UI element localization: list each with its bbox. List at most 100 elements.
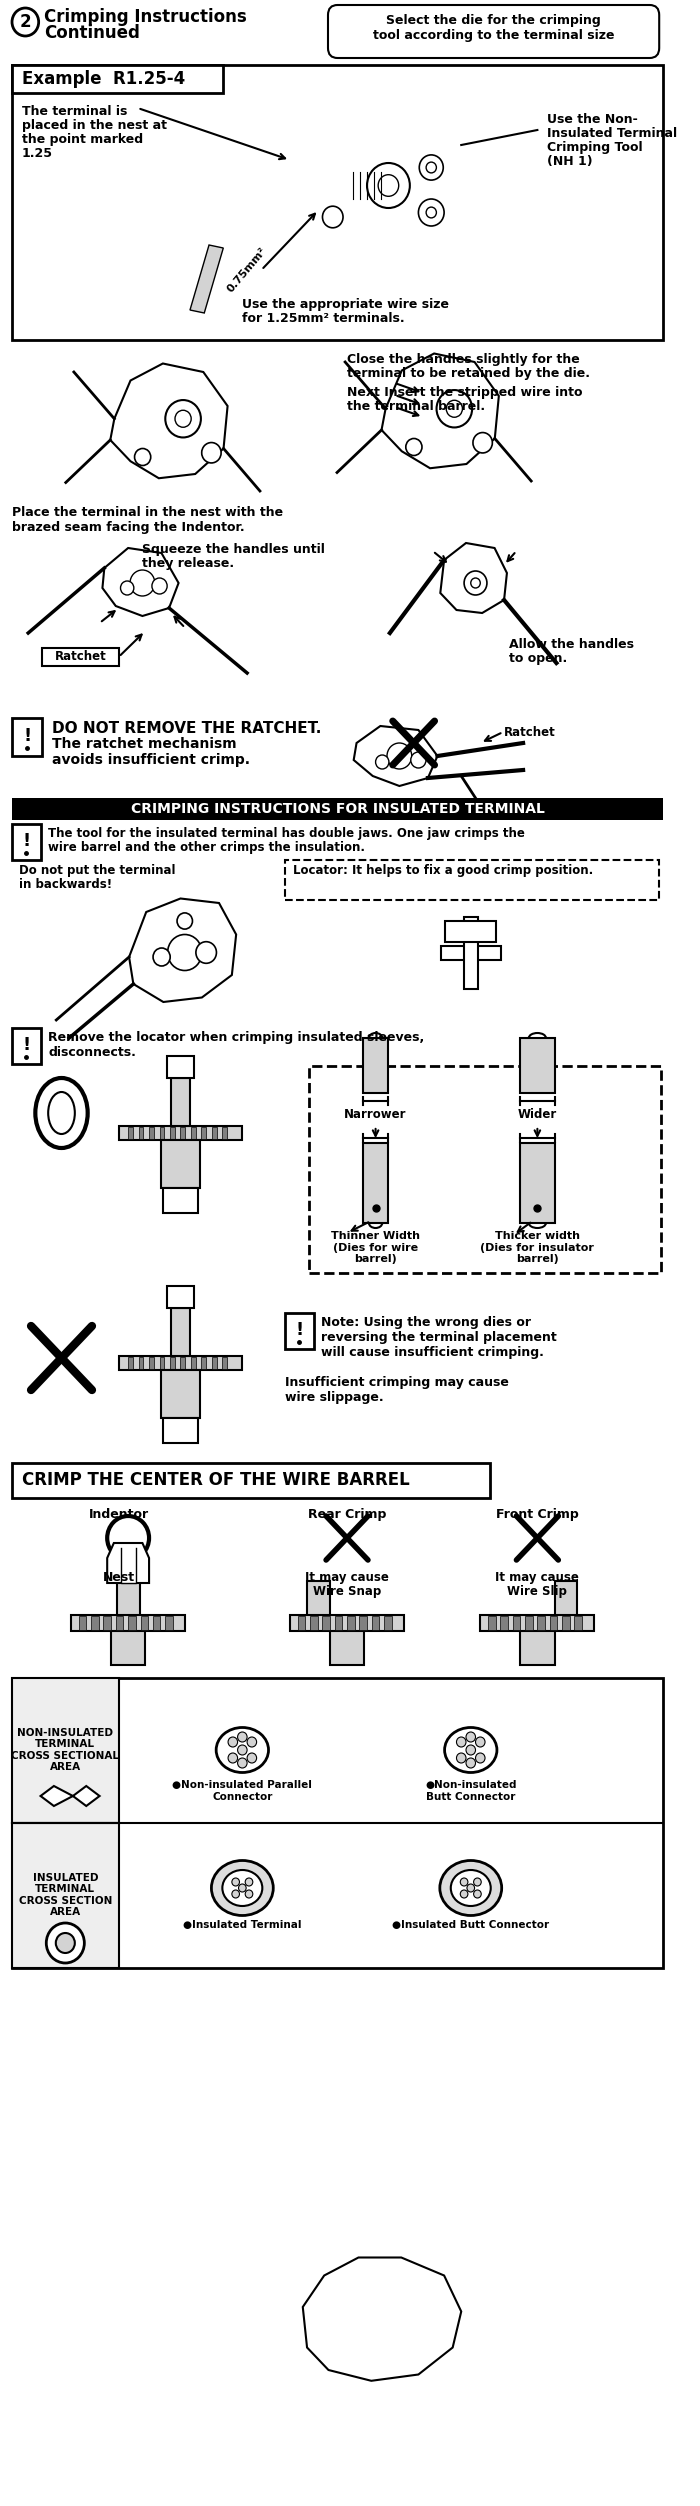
Bar bbox=[363, 1037, 388, 1093]
Text: Front Crimp: Front Crimp bbox=[496, 1509, 579, 1521]
Bar bbox=[170, 1128, 175, 1140]
Circle shape bbox=[456, 1737, 466, 1747]
Bar bbox=[118, 1125, 242, 1140]
Bar bbox=[212, 1358, 216, 1368]
Circle shape bbox=[196, 942, 216, 962]
Text: Rear Crimp: Rear Crimp bbox=[308, 1509, 386, 1521]
Circle shape bbox=[475, 1737, 485, 1747]
Text: Continued: Continued bbox=[44, 25, 140, 43]
Text: for 1.25mm² terminals.: for 1.25mm² terminals. bbox=[242, 313, 405, 326]
Polygon shape bbox=[354, 727, 438, 787]
Bar bbox=[307, 1581, 330, 1621]
Bar bbox=[363, 1143, 388, 1223]
Polygon shape bbox=[129, 900, 236, 1002]
Bar bbox=[165, 1616, 173, 1629]
Bar bbox=[384, 1616, 392, 1629]
Bar bbox=[290, 1614, 404, 1631]
Bar bbox=[104, 1616, 111, 1629]
Circle shape bbox=[446, 401, 463, 419]
Circle shape bbox=[464, 571, 487, 594]
Circle shape bbox=[466, 1732, 475, 1742]
Polygon shape bbox=[111, 363, 228, 479]
Text: Locator: It helps to fix a good crimp position.: Locator: It helps to fix a good crimp po… bbox=[293, 865, 593, 877]
Polygon shape bbox=[107, 1544, 149, 1584]
Circle shape bbox=[232, 1877, 239, 1887]
Circle shape bbox=[228, 1737, 237, 1747]
Bar bbox=[191, 1358, 196, 1368]
Bar bbox=[163, 1188, 197, 1213]
Circle shape bbox=[323, 205, 343, 228]
Bar bbox=[162, 1140, 200, 1188]
Bar bbox=[538, 1616, 545, 1629]
Circle shape bbox=[466, 1744, 475, 1754]
FancyBboxPatch shape bbox=[328, 5, 659, 58]
Bar bbox=[139, 1128, 143, 1140]
Text: Thicker width
(Dies for insulator
barrel): Thicker width (Dies for insulator barrel… bbox=[480, 1230, 594, 1263]
Circle shape bbox=[165, 401, 201, 439]
Bar bbox=[372, 1616, 379, 1629]
Bar bbox=[12, 1679, 663, 1967]
Bar bbox=[212, 1128, 216, 1140]
Circle shape bbox=[247, 1754, 257, 1764]
Bar bbox=[525, 1616, 533, 1629]
Bar bbox=[163, 1418, 197, 1443]
Text: CRIMP THE CENTER OF THE WIRE BARREL: CRIMP THE CENTER OF THE WIRE BARREL bbox=[22, 1471, 409, 1489]
Bar bbox=[359, 1616, 367, 1629]
Circle shape bbox=[467, 1885, 475, 1892]
Bar bbox=[520, 1037, 554, 1093]
Text: The ratchet mechanism: The ratchet mechanism bbox=[52, 737, 237, 752]
Bar bbox=[162, 1371, 200, 1418]
Circle shape bbox=[474, 1890, 481, 1897]
Bar bbox=[575, 1616, 582, 1629]
Bar bbox=[111, 1624, 146, 1664]
Bar bbox=[322, 1616, 330, 1629]
Circle shape bbox=[245, 1890, 253, 1897]
Text: Next Insert the stripped wire into: Next Insert the stripped wire into bbox=[347, 386, 582, 398]
Text: Insulated Terminal: Insulated Terminal bbox=[547, 128, 677, 140]
Circle shape bbox=[426, 163, 436, 173]
Text: Close the handles slightly for the: Close the handles slightly for the bbox=[347, 353, 580, 366]
Text: 1.25: 1.25 bbox=[22, 148, 52, 160]
Text: placed in the nest at: placed in the nest at bbox=[22, 118, 167, 133]
Circle shape bbox=[247, 1737, 257, 1747]
Text: Allow the handles: Allow the handles bbox=[509, 639, 634, 652]
Text: It may cause: It may cause bbox=[305, 1571, 389, 1584]
Text: they release.: they release. bbox=[142, 556, 235, 569]
Bar bbox=[12, 1464, 490, 1499]
Circle shape bbox=[46, 1922, 84, 1962]
Text: in backwards!: in backwards! bbox=[19, 877, 112, 892]
Bar bbox=[139, 1358, 143, 1368]
Text: It may cause: It may cause bbox=[496, 1571, 580, 1584]
Text: 2: 2 bbox=[20, 13, 32, 30]
Circle shape bbox=[56, 1932, 75, 1952]
Ellipse shape bbox=[48, 1093, 75, 1135]
Circle shape bbox=[426, 208, 436, 218]
Text: Nest: Nest bbox=[102, 1571, 134, 1584]
Text: !: ! bbox=[23, 727, 32, 744]
Text: !: ! bbox=[295, 1321, 304, 1338]
Bar bbox=[191, 1128, 196, 1140]
Circle shape bbox=[437, 391, 472, 429]
Circle shape bbox=[130, 569, 155, 596]
Ellipse shape bbox=[216, 1727, 269, 1772]
Bar bbox=[12, 1822, 118, 1967]
Bar bbox=[500, 1616, 508, 1629]
Bar bbox=[223, 1128, 227, 1140]
Bar bbox=[149, 1358, 154, 1368]
Text: Wire Snap: Wire Snap bbox=[313, 1584, 382, 1599]
Text: Do not put the terminal: Do not put the terminal bbox=[19, 865, 175, 877]
Polygon shape bbox=[102, 549, 178, 616]
Polygon shape bbox=[190, 246, 223, 313]
Circle shape bbox=[232, 1890, 239, 1897]
Circle shape bbox=[120, 581, 134, 594]
Text: to open.: to open. bbox=[509, 652, 567, 664]
Bar bbox=[12, 824, 41, 860]
Bar bbox=[78, 1616, 86, 1629]
Bar bbox=[167, 1055, 194, 1078]
Bar bbox=[153, 1616, 160, 1629]
Bar bbox=[12, 719, 43, 757]
Circle shape bbox=[456, 1754, 466, 1764]
Circle shape bbox=[167, 935, 202, 970]
Bar bbox=[128, 1616, 136, 1629]
Ellipse shape bbox=[35, 1078, 88, 1148]
